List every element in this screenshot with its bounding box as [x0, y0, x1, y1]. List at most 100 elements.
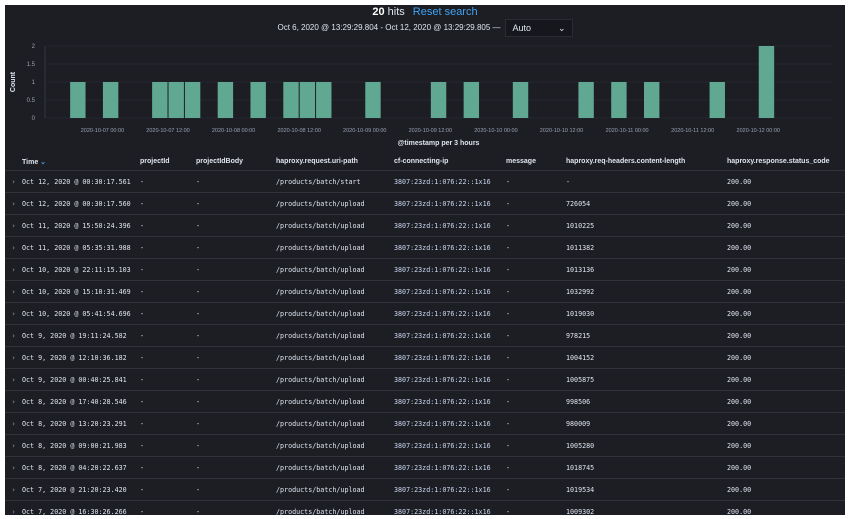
cell-haproxy-req-headers-content-length: 1010225: [566, 214, 727, 237]
chevron-down-icon: ⌄: [557, 23, 566, 33]
expand-row-chevron-icon[interactable]: ›: [5, 390, 22, 413]
interval-value: Auto: [512, 23, 532, 33]
cell-projectidbody: -: [196, 236, 276, 259]
expand-row-chevron-icon[interactable]: ›: [5, 456, 22, 479]
cell-haproxy-req-headers-content-length: 1032992: [566, 280, 727, 303]
cell-message: -: [506, 280, 566, 303]
cell-haproxy-req-headers-content-length: 1005875: [566, 368, 727, 391]
expand-row-chevron-icon[interactable]: ›: [5, 192, 22, 215]
expand-row-chevron-icon[interactable]: ›: [5, 236, 22, 259]
cell-message: -: [506, 324, 566, 347]
cell-haproxy-req-headers-content-length: 1018745: [566, 456, 727, 479]
table-row[interactable]: › Oct 8, 2020 @ 17:40:28.546- -/products/b…: [5, 390, 845, 413]
cell-cf-connecting-ip: 3807:23zd:1:076:22::1x16: [394, 434, 506, 457]
column-header-haproxy-req-headers-content-length[interactable]: haproxy.req-headers.content-length: [566, 153, 727, 171]
cell-haproxy-req-headers-content-length: 1019534: [566, 478, 727, 501]
expand-row-chevron-icon[interactable]: ›: [5, 434, 22, 457]
expand-row-chevron-icon[interactable]: ›: [5, 368, 22, 391]
table-row[interactable]: › Oct 9, 2020 @ 12:10:36.182- -/products/b…: [5, 346, 845, 369]
cell-projectid: -: [140, 324, 196, 347]
column-header-haproxy-response-status-code[interactable]: haproxy.response.status_code: [727, 153, 845, 171]
cell-projectidbody: -: [196, 390, 276, 413]
x-tick-label: 2020-10-07 12:00: [146, 128, 189, 134]
expand-row-chevron-icon[interactable]: ›: [5, 324, 22, 347]
table-row[interactable]: › Oct 11, 2020 @ 05:35:31.988- -/products/…: [5, 236, 845, 259]
cell-message: -: [506, 214, 566, 237]
expand-row-chevron-icon[interactable]: ›: [5, 214, 22, 237]
table-row[interactable]: › Oct 10, 2020 @ 05:41:54.696- -/products/…: [5, 302, 845, 325]
cell-haproxy-req-headers-content-length: 1011382: [566, 236, 727, 259]
cell-time: Oct 8, 2020 @ 17:40:28.546: [22, 390, 140, 413]
cell-haproxy-response-status-code: 200.00: [727, 434, 845, 457]
column-header-projectid[interactable]: projectId: [140, 153, 196, 171]
x-tick-label: 2020-10-11 00:00: [606, 128, 649, 134]
expand-row-chevron-icon[interactable]: ›: [5, 478, 22, 501]
cell-haproxy-request-uri-path: /products/batch/upload: [276, 192, 394, 215]
table-row[interactable]: › Oct 8, 2020 @ 09:00:21.983- -/products/b…: [5, 434, 845, 457]
cell-projectidbody: -: [196, 324, 276, 347]
histogram-bar: [709, 82, 725, 118]
y-tick-label: 1.5: [27, 62, 36, 68]
x-tick-label: 2020-10-11 12:00: [671, 128, 714, 134]
y-tick-label: 1: [32, 80, 36, 86]
table-row[interactable]: › Oct 12, 2020 @ 00:30:17.560- -/products/…: [5, 192, 845, 215]
column-header-haproxy-request-uri-path[interactable]: haproxy.request.uri-path: [276, 153, 394, 171]
expand-row-chevron-icon[interactable]: ›: [5, 170, 22, 193]
x-tick-label: 2020-10-09 00:00: [343, 128, 386, 134]
table-row[interactable]: › Oct 11, 2020 @ 15:50:24.396- -/products/…: [5, 214, 845, 237]
reset-search-link[interactable]: Reset search: [412, 6, 478, 18]
histogram-bar: [643, 82, 660, 118]
expand-row-chevron-icon[interactable]: ›: [5, 302, 22, 325]
expand-row-chevron-icon[interactable]: ›: [5, 258, 22, 281]
table-row[interactable]: › Oct 7, 2020 @ 21:20:23.420- -/products/b…: [5, 478, 845, 501]
documents-table: Time ⌄ projectId projectIdBody haproxy.requ…: [5, 153, 845, 515]
sort-down-icon[interactable]: ⌄: [38, 158, 47, 166]
column-header-cf-connecting-ip[interactable]: cf-connecting-ip: [394, 153, 506, 171]
cell-haproxy-request-uri-path: /products/batch/upload: [276, 302, 394, 325]
cell-projectidbody: -: [196, 368, 276, 391]
column-header-label: projectIdBody: [196, 158, 244, 165]
cell-haproxy-req-headers-content-length: -: [566, 170, 727, 193]
cell-projectidbody: -: [196, 258, 276, 281]
cell-time: Oct 7, 2020 @ 16:30:26.266: [22, 500, 140, 515]
expand-row-chevron-icon[interactable]: ›: [5, 500, 22, 515]
cell-haproxy-response-status-code: 200.00: [727, 412, 845, 435]
expand-row-chevron-icon[interactable]: ›: [5, 412, 22, 435]
cell-projectidbody: -: [196, 192, 276, 215]
cell-haproxy-request-uri-path: /products/batch/upload: [276, 478, 394, 501]
cell-time: Oct 9, 2020 @ 00:40:25.841: [22, 368, 140, 391]
table-row[interactable]: › Oct 12, 2020 @ 00:30:17.561- -/products/…: [5, 170, 845, 193]
cell-haproxy-req-headers-content-length: 998506: [566, 390, 727, 413]
table-row[interactable]: › Oct 9, 2020 @ 19:11:24.582- -/products/b…: [5, 324, 845, 347]
hits-label: hits: [387, 6, 405, 18]
table-row[interactable]: › Oct 10, 2020 @ 15:10:31.469- -/products/…: [5, 280, 845, 303]
cell-time: Oct 9, 2020 @ 19:11:24.582: [22, 324, 140, 347]
table-row[interactable]: › Oct 9, 2020 @ 00:40:25.841- -/products/b…: [5, 368, 845, 391]
cell-projectid: -: [140, 302, 196, 325]
cell-haproxy-response-status-code: 200.00: [727, 500, 845, 515]
table-row[interactable]: › Oct 7, 2020 @ 16:30:26.266- -/products/b…: [5, 500, 845, 515]
cell-cf-connecting-ip: 3807:23zd:1:076:22::1x16: [394, 500, 506, 515]
x-tick-label: 2020-10-10 00:00: [474, 128, 517, 134]
cell-projectidbody: -: [196, 280, 276, 303]
cell-message: -: [506, 390, 566, 413]
column-header-time[interactable]: Time ⌄: [22, 153, 140, 171]
cell-projectidbody: -: [196, 500, 276, 515]
table-row[interactable]: › Oct 8, 2020 @ 13:20:23.291- -/products/b…: [5, 412, 845, 435]
table-row[interactable]: › Oct 10, 2020 @ 22:11:15.103- -/products/…: [5, 258, 845, 281]
cell-time: Oct 11, 2020 @ 05:35:31.988: [22, 236, 140, 259]
cell-projectidbody: -: [196, 434, 276, 457]
interval-select[interactable]: Auto ⌄: [504, 19, 573, 37]
cell-cf-connecting-ip: 3807:23zd:1:076:22::1x16: [394, 324, 506, 347]
x-tick-label: 2020-10-09 12:00: [409, 128, 452, 134]
column-header-message[interactable]: message: [506, 153, 566, 171]
expand-row-chevron-icon[interactable]: ›: [5, 280, 22, 303]
cell-cf-connecting-ip: 3807:23zd:1:076:22::1x16: [394, 390, 506, 413]
table-row[interactable]: › Oct 8, 2020 @ 04:20:22.637- -/products/b…: [5, 456, 845, 479]
cell-cf-connecting-ip: 3807:23zd:1:076:22::1x16: [394, 214, 506, 237]
column-header-projectidbody[interactable]: projectIdBody: [196, 153, 276, 171]
cell-time: Oct 8, 2020 @ 13:20:23.291: [22, 412, 140, 435]
cell-haproxy-response-status-code: 200.00: [727, 236, 845, 259]
cell-projectid: -: [140, 434, 196, 457]
expand-row-chevron-icon[interactable]: ›: [5, 346, 22, 369]
